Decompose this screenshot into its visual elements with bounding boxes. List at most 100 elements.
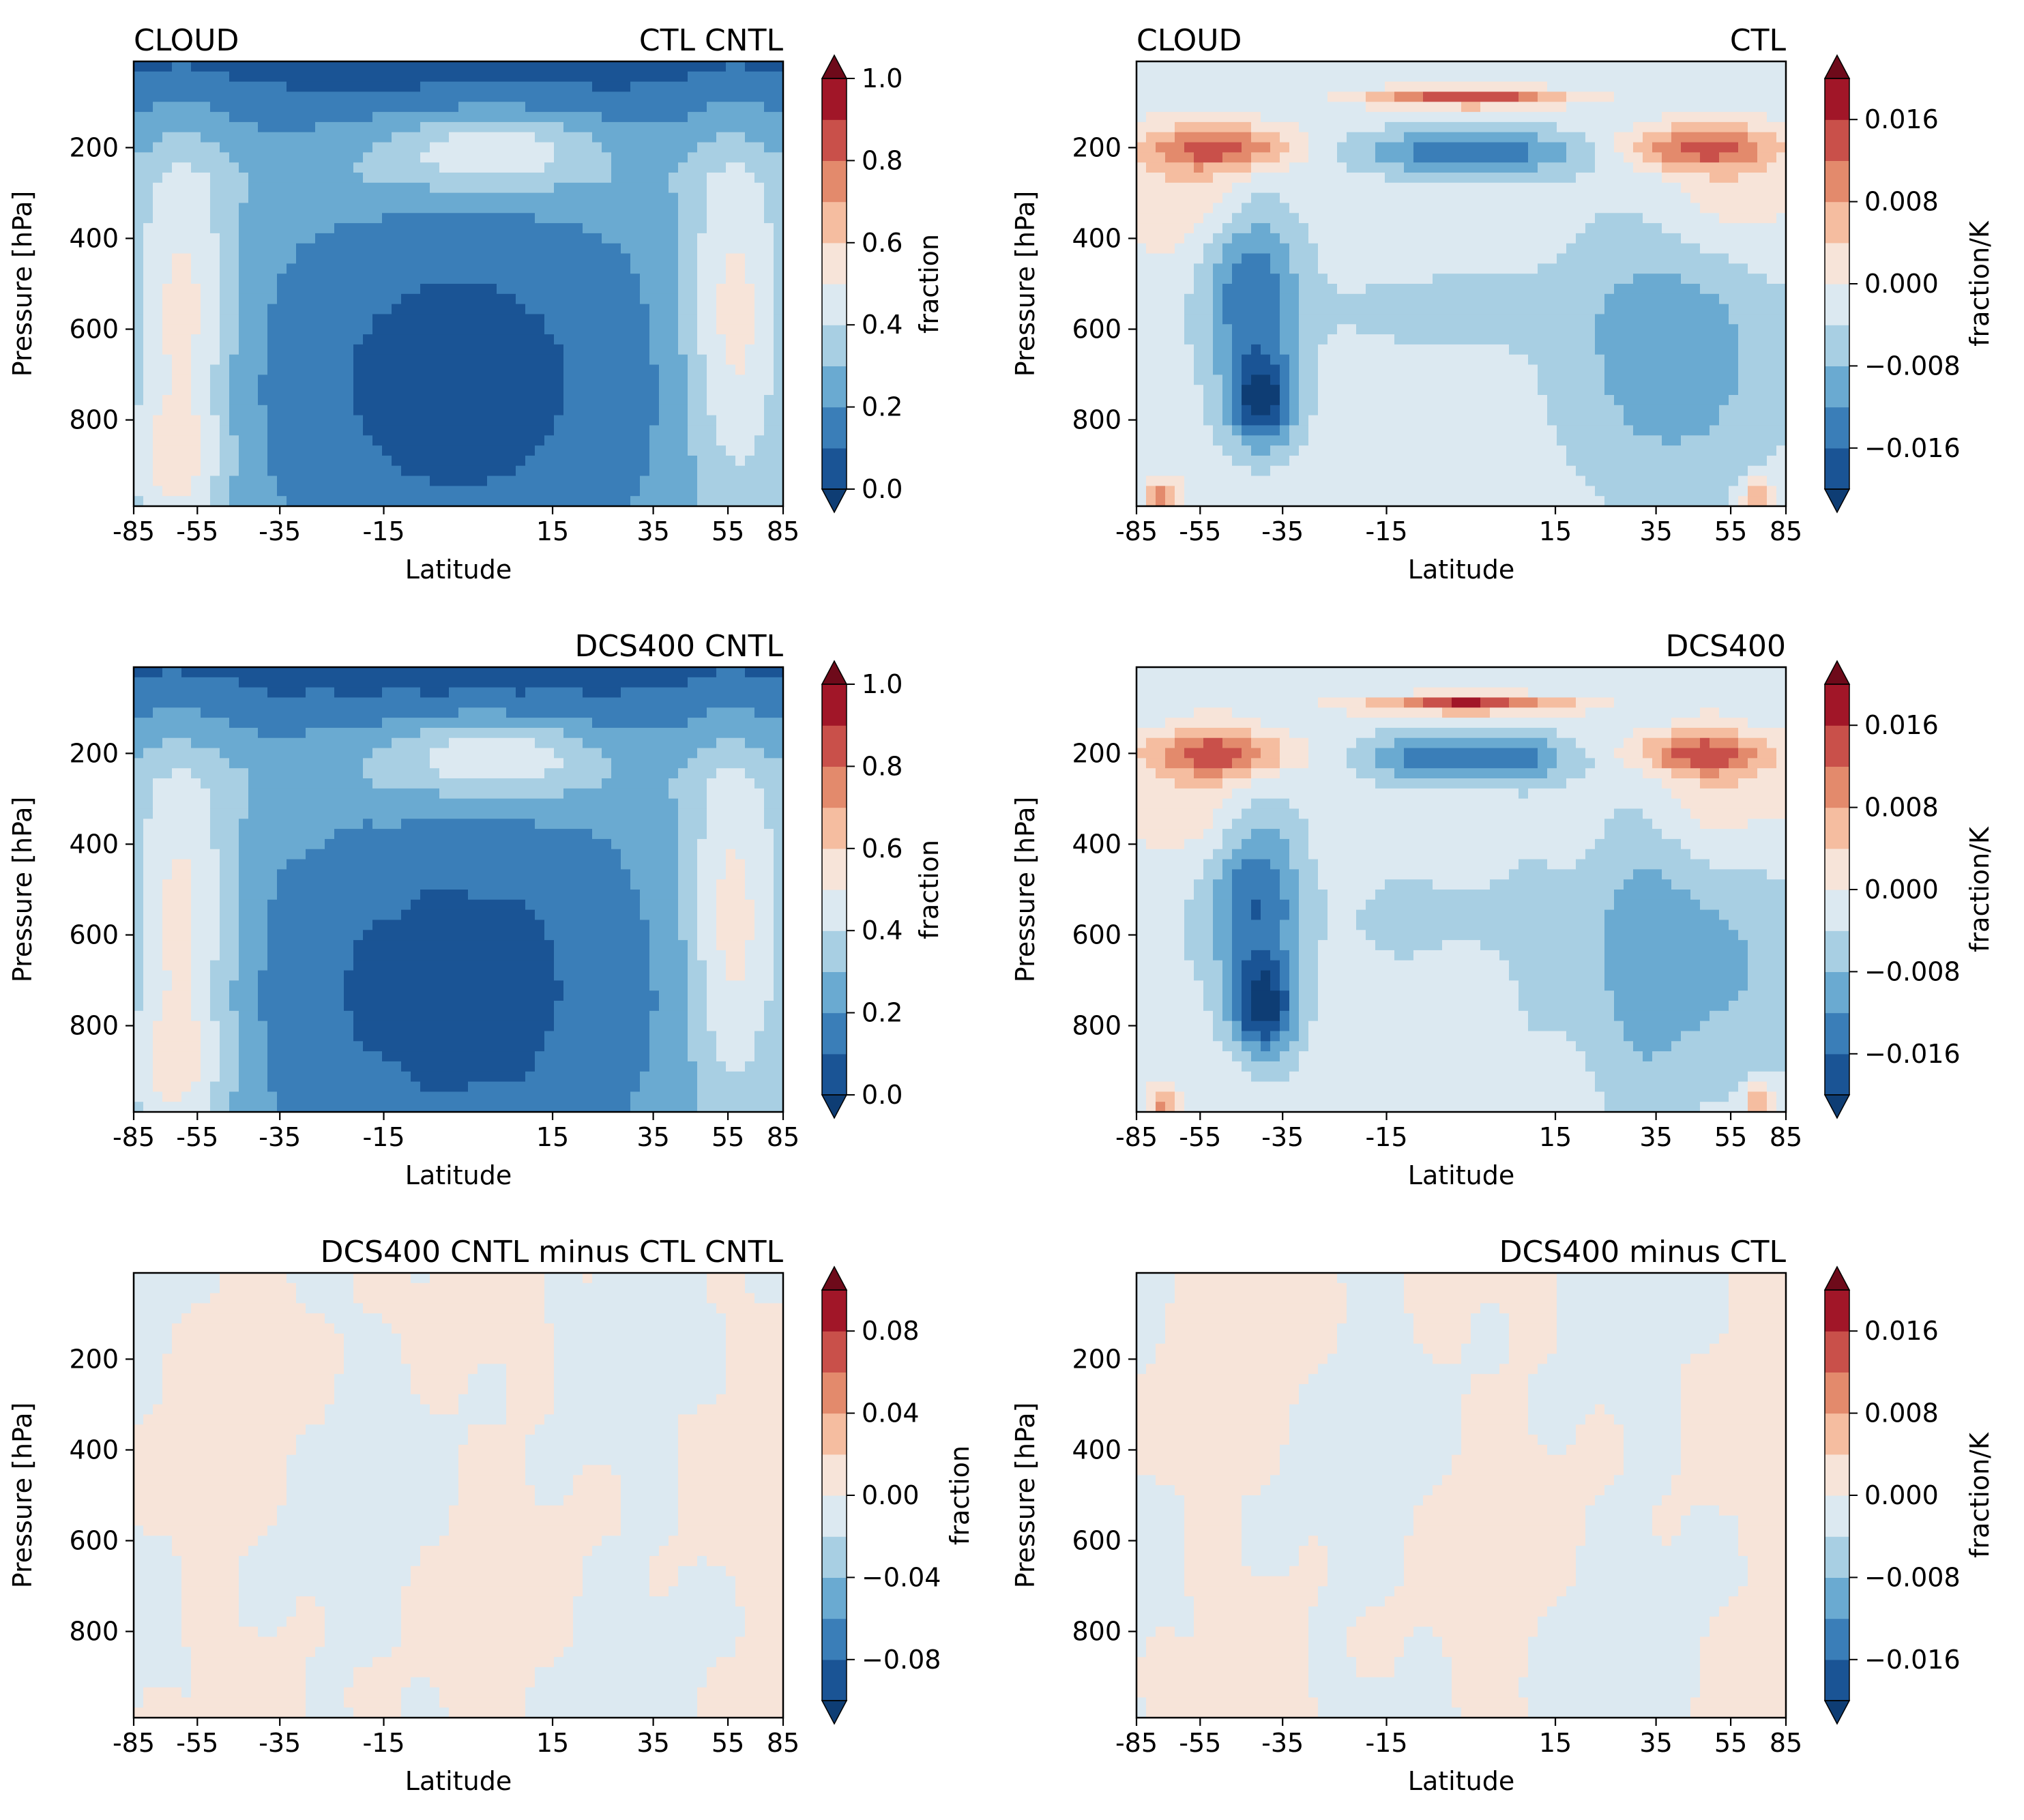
field-cell bbox=[1471, 496, 1481, 507]
field-cell bbox=[478, 385, 488, 396]
field-cell bbox=[1213, 263, 1223, 274]
field-cell bbox=[649, 456, 660, 467]
field-cell bbox=[592, 122, 602, 133]
field-cell bbox=[430, 445, 440, 456]
field-cell bbox=[497, 102, 507, 113]
field-cell bbox=[535, 254, 545, 265]
field-cell bbox=[1375, 193, 1385, 204]
field-cell bbox=[153, 304, 163, 315]
field-cell bbox=[153, 122, 163, 133]
field-cell bbox=[1289, 314, 1300, 325]
field-cell bbox=[1184, 385, 1194, 396]
field-cell bbox=[697, 334, 707, 345]
field-cell bbox=[649, 435, 660, 446]
field-cell bbox=[1394, 203, 1405, 214]
field-cell bbox=[258, 324, 268, 335]
field-cell bbox=[181, 72, 192, 83]
field-cell bbox=[707, 193, 717, 204]
field-cell bbox=[458, 344, 469, 355]
field-cell bbox=[1242, 304, 1252, 315]
field-cell bbox=[1480, 112, 1491, 123]
field-cell bbox=[478, 244, 488, 254]
field-cell bbox=[162, 112, 173, 123]
field-cell bbox=[1452, 314, 1462, 325]
field-cell bbox=[669, 415, 679, 426]
field-cell bbox=[1270, 324, 1280, 335]
field-cell bbox=[296, 193, 306, 204]
field-cell bbox=[716, 254, 727, 265]
field-cell bbox=[1289, 344, 1300, 355]
field-cell bbox=[1165, 183, 1175, 194]
field-cell bbox=[1184, 233, 1194, 244]
field-cell bbox=[1366, 112, 1376, 123]
field-cell bbox=[1203, 344, 1214, 355]
field-cell bbox=[745, 435, 755, 446]
field-cell bbox=[774, 254, 784, 265]
field-cell bbox=[1413, 173, 1424, 184]
field-cell bbox=[1499, 476, 1510, 487]
field-cell bbox=[181, 173, 192, 184]
field-cell bbox=[592, 496, 602, 507]
field-cell bbox=[401, 395, 411, 406]
field-cell bbox=[1423, 324, 1433, 335]
field-cell bbox=[688, 244, 698, 254]
field-cell bbox=[640, 173, 650, 184]
field-cell bbox=[516, 324, 526, 335]
field-cell bbox=[1519, 466, 1529, 477]
field-cell bbox=[487, 263, 497, 274]
field-cell bbox=[516, 72, 526, 83]
field-cell bbox=[277, 304, 287, 315]
field-cell bbox=[563, 476, 574, 487]
field-cell bbox=[754, 466, 765, 477]
field-cell bbox=[439, 203, 450, 214]
field-cell bbox=[1165, 415, 1175, 426]
field-cell bbox=[1433, 405, 1443, 416]
field-cell bbox=[1461, 456, 1471, 467]
field-cell bbox=[248, 91, 259, 102]
field-cell bbox=[201, 91, 211, 102]
field-cell bbox=[506, 415, 516, 426]
field-cell bbox=[1385, 385, 1395, 396]
field-cell bbox=[640, 445, 650, 456]
field-cell bbox=[1328, 132, 1338, 143]
field-cell bbox=[143, 203, 153, 214]
field-cell bbox=[1318, 274, 1328, 284]
field-cell bbox=[525, 415, 536, 426]
field-cell bbox=[1280, 314, 1290, 325]
field-cell bbox=[1232, 203, 1242, 214]
field-cell bbox=[277, 152, 287, 163]
field-cell bbox=[162, 435, 173, 446]
field-cell bbox=[1404, 244, 1414, 254]
field-cell bbox=[1146, 486, 1156, 497]
field-cell bbox=[544, 102, 555, 113]
field-cell bbox=[162, 91, 173, 102]
field-cell bbox=[1337, 445, 1347, 456]
field-cell bbox=[1375, 244, 1385, 254]
field-cell bbox=[1156, 395, 1166, 406]
field-cell bbox=[411, 152, 421, 163]
field-cell bbox=[1385, 375, 1395, 385]
field-cell bbox=[630, 435, 641, 446]
field-cell bbox=[1318, 435, 1328, 446]
field-cell bbox=[1385, 486, 1395, 497]
field-cell bbox=[172, 314, 182, 325]
field-cell bbox=[172, 91, 182, 102]
field-cell bbox=[1461, 294, 1471, 305]
field-cell bbox=[248, 61, 259, 72]
field-cell bbox=[630, 244, 641, 254]
field-cell bbox=[1242, 294, 1252, 305]
field-cell bbox=[583, 445, 593, 456]
field-cell bbox=[544, 425, 555, 436]
field-cell bbox=[334, 223, 344, 234]
field-cell bbox=[1404, 254, 1414, 265]
field-cell bbox=[353, 82, 364, 93]
field-cell bbox=[535, 244, 545, 254]
field-cell bbox=[630, 294, 641, 305]
field-cell bbox=[1299, 466, 1309, 477]
field-cell bbox=[735, 112, 746, 123]
field-cell bbox=[707, 456, 717, 467]
field-cell bbox=[1232, 112, 1242, 123]
field-cell bbox=[220, 143, 230, 153]
field-cell bbox=[210, 355, 220, 366]
field-cell bbox=[134, 415, 144, 426]
